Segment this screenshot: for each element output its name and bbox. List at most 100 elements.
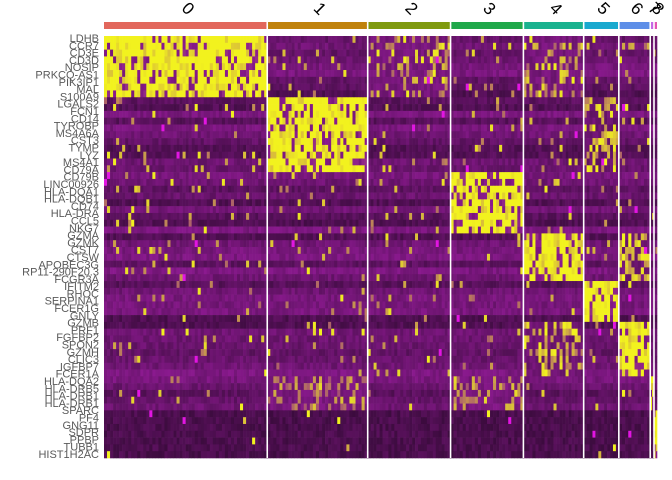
heat-cell (406, 90, 410, 98)
heat-cell (490, 83, 494, 91)
heat-cell (282, 151, 286, 159)
heat-cell (640, 178, 645, 187)
heat-cell (270, 36, 274, 44)
heat-cell (382, 199, 386, 207)
heat-cell (146, 206, 150, 214)
heat-cell (343, 97, 347, 105)
heat-cell (167, 83, 171, 91)
heat-cell (502, 56, 506, 64)
heat-cell (340, 178, 344, 187)
heat-cell (343, 83, 347, 91)
heat-cell (432, 199, 437, 207)
heat-cell (194, 124, 199, 132)
heat-cell (423, 117, 428, 125)
heat-cell (643, 97, 648, 105)
heat-cell (173, 90, 177, 98)
heat-cell (300, 131, 305, 139)
heat-cell (161, 185, 165, 193)
heat-cell (122, 56, 126, 64)
heat-cell (255, 97, 259, 105)
heat-cell (206, 70, 211, 78)
heat-cell (471, 138, 476, 146)
heat-cell (574, 104, 578, 112)
heat-cell (143, 158, 147, 166)
heat-cell (471, 124, 476, 132)
heat-cell (426, 158, 431, 166)
heat-cell (209, 165, 214, 173)
heat-cell (653, 83, 656, 91)
heat-cell (429, 151, 434, 159)
heat-cell (131, 138, 135, 146)
heat-cell (170, 144, 174, 153)
heat-cell (355, 158, 359, 166)
heat-cell (612, 124, 617, 132)
heat-cell (191, 36, 195, 44)
heat-cell (385, 151, 389, 159)
heat-cell (337, 97, 341, 105)
heat-cell (194, 172, 199, 180)
heat-cell (388, 110, 392, 118)
heat-cell (541, 110, 545, 118)
heat-cell (462, 199, 467, 207)
heat-cell (379, 199, 383, 207)
heat-cell (397, 192, 401, 200)
heat-cell (586, 206, 590, 214)
heat-cell (233, 56, 238, 64)
heat-cell (107, 97, 111, 105)
heat-cell (164, 131, 168, 139)
heat-cell (574, 206, 578, 214)
heat-cell (173, 138, 177, 146)
heat-cell (432, 158, 437, 166)
heat-cell (252, 110, 256, 118)
heat-cell (577, 110, 581, 118)
heat-cell (640, 138, 645, 146)
heat-cell (306, 158, 311, 166)
heat-cell (505, 158, 509, 166)
heat-cell (104, 185, 108, 193)
heat-cell (462, 185, 467, 193)
heat-cell (583, 172, 587, 180)
heat-cell (303, 192, 308, 200)
heat-cell (176, 144, 180, 153)
heat-cell (197, 97, 202, 105)
heat-cell (426, 124, 431, 132)
heat-cell (400, 56, 404, 64)
heat-cell (388, 90, 392, 98)
heat-cell (140, 199, 144, 207)
heat-cell (258, 56, 262, 64)
heat-cell (318, 76, 323, 84)
heat-cell (322, 83, 326, 91)
heat-cell (429, 97, 434, 105)
heat-cell (471, 206, 476, 214)
heat-cell (276, 83, 280, 91)
heat-cell (423, 63, 428, 71)
heat-cell (640, 90, 645, 98)
heat-cell (218, 124, 223, 132)
heat-cell (508, 131, 512, 139)
heat-cell (155, 97, 159, 105)
heat-cell (252, 36, 256, 44)
heat-cell (388, 165, 392, 173)
heat-cell (502, 199, 506, 207)
heat-cell (634, 63, 638, 71)
heat-cell (556, 138, 560, 146)
heat-cell (355, 90, 359, 98)
heat-cell (224, 151, 229, 159)
heat-cell (137, 110, 141, 118)
heat-cell (647, 36, 651, 44)
heat-cell (297, 70, 302, 78)
heat-cell (227, 185, 232, 193)
heat-cell (468, 83, 473, 91)
heat-cell (279, 104, 283, 112)
heat-cell (550, 42, 554, 50)
heat-cell (337, 56, 341, 64)
heat-cell (194, 36, 199, 44)
heat-cell (650, 206, 653, 214)
heat-cell (477, 83, 482, 91)
heat-cell (158, 56, 162, 64)
heat-cell (415, 104, 419, 112)
heat-cell (583, 76, 587, 84)
heat-cell (140, 36, 144, 44)
heat-cell (435, 151, 440, 159)
heat-cell (276, 70, 280, 78)
